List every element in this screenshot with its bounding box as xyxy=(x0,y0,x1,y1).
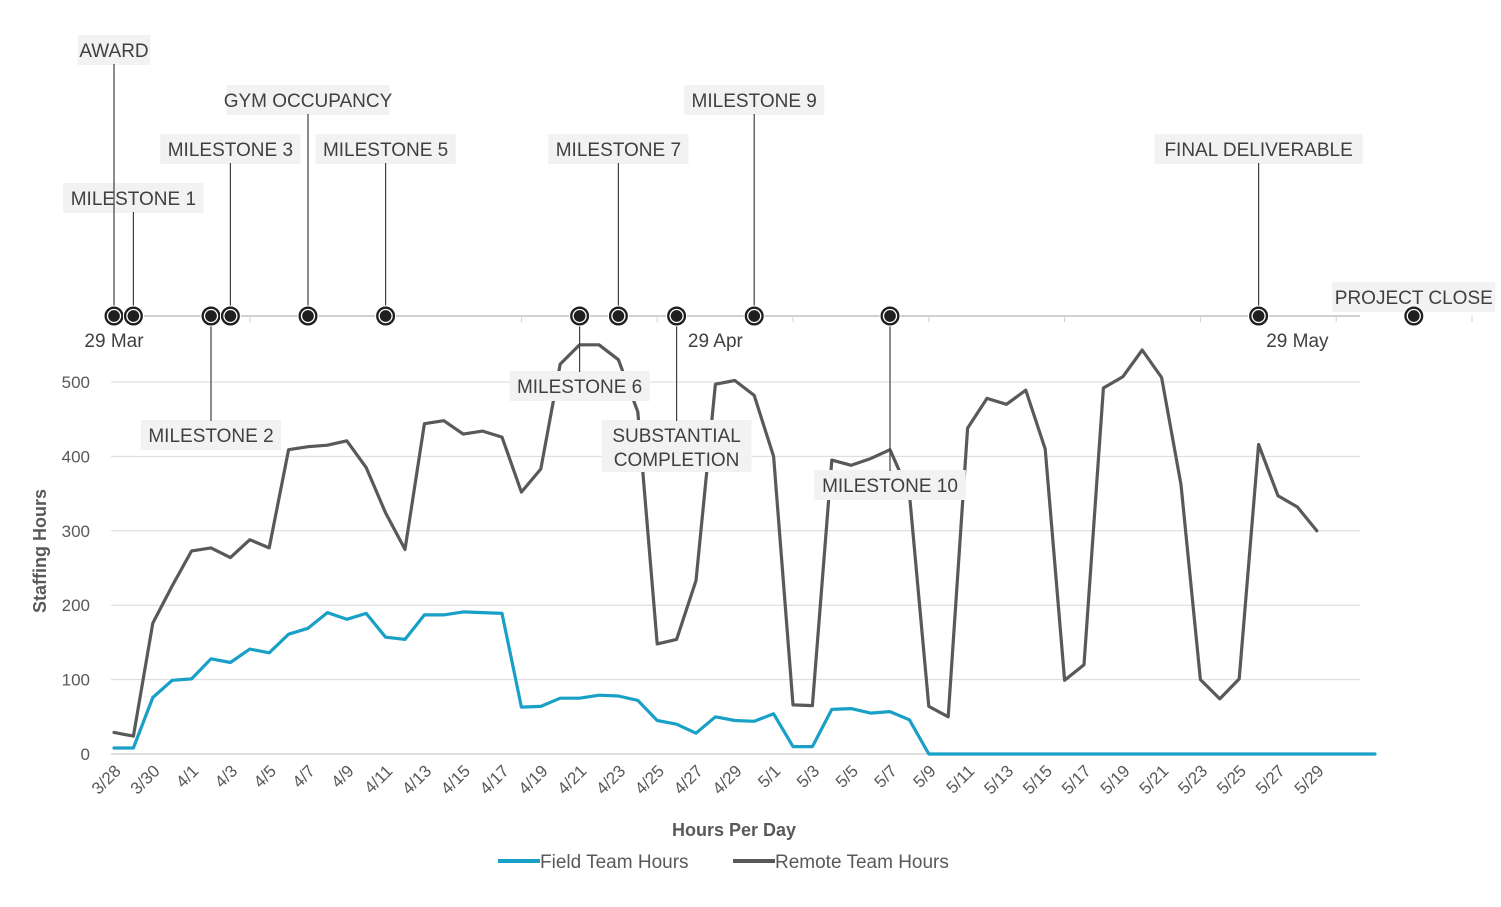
x-tick-label: 4/17 xyxy=(476,761,513,798)
milestone-label: MILESTONE 9 xyxy=(692,91,817,112)
x-tick-label: 4/3 xyxy=(211,761,241,791)
x-tick-label: 4/11 xyxy=(360,761,396,797)
milestone-label-bg xyxy=(509,371,650,401)
x-tick-label: 5/27 xyxy=(1252,761,1289,798)
x-tick-label: 5/5 xyxy=(832,761,862,791)
timeline-date-label: 29 Apr xyxy=(688,331,744,352)
milestone-label-bg xyxy=(684,85,825,115)
milestone-timeline: 29 Mar 29 Apr 29 May AWARD MILESTONE 1 MILEST… xyxy=(63,35,1496,500)
milestone-marker-ring xyxy=(747,308,762,324)
y-axis: 0 100 200 300 400 500 xyxy=(62,373,90,764)
x-axis: 3/28 3/30 4/1 4/3 4/5 4/7 4/9 4/11 4/13 4/15 4/17 4… xyxy=(88,761,1328,798)
milestone-label-bg xyxy=(226,85,390,115)
legend-label-remote: Remote Team Hours xyxy=(775,852,949,873)
x-tick-label: 5/15 xyxy=(1019,761,1056,798)
milestone-label: SUBSTANTIAL xyxy=(612,426,740,447)
milestone-label-bg xyxy=(601,420,752,472)
milestone-label: MILESTONE 5 xyxy=(323,140,448,161)
milestone-label: MILESTONE 3 xyxy=(168,140,293,161)
x-tick-label: 4/1 xyxy=(172,761,202,791)
x-tick-label: 5/19 xyxy=(1097,761,1134,798)
milestone-label-bg xyxy=(1154,134,1363,164)
legend-label-field: Field Team Hours xyxy=(540,852,689,873)
y-tick-label: 100 xyxy=(62,671,90,690)
milestone-labels: AWARD MILESTONE 1 MILESTONE 2 MILESTONE 3 GY… xyxy=(63,35,1496,500)
x-tick-label: 4/7 xyxy=(289,761,319,791)
x-tick-label: 3/28 xyxy=(88,761,125,798)
x-tick-label: 5/3 xyxy=(793,761,823,791)
milestone-label-bg xyxy=(548,134,689,164)
milestone-label: MILESTONE 7 xyxy=(556,140,681,161)
milestone-label-bg xyxy=(315,134,456,164)
x-tick-label: 5/21 xyxy=(1136,761,1173,798)
x-tick-label: 4/23 xyxy=(592,761,629,798)
y-tick-label: 500 xyxy=(62,373,90,392)
y-tick-label: 200 xyxy=(62,596,90,615)
date-label-bg xyxy=(76,327,152,353)
x-tick-label: 4/9 xyxy=(327,761,357,791)
milestone-label: MILESTONE 10 xyxy=(822,476,958,497)
x-tick-label: 4/19 xyxy=(515,761,552,798)
milestone-label-bg xyxy=(77,35,151,65)
x-tick-label: 5/17 xyxy=(1058,761,1095,798)
x-tick-label: 3/30 xyxy=(127,761,164,798)
field-team-line xyxy=(112,610,1377,756)
date-label-bg xyxy=(677,327,754,353)
milestone-marker-ring xyxy=(1251,308,1266,324)
remote-team-line xyxy=(112,343,1319,738)
x-tick-label: 4/27 xyxy=(670,761,707,798)
milestone-marker-ring xyxy=(378,308,393,324)
x-axis-title: Hours Per Day xyxy=(672,820,796,840)
milestone-marker-ring xyxy=(126,308,141,324)
x-tick-label: 5/29 xyxy=(1291,761,1328,798)
x-tick-label: 4/25 xyxy=(631,761,668,798)
milestone-marker-ring xyxy=(572,308,587,324)
x-tick-label: 5/7 xyxy=(871,761,901,791)
legend: Field Team Hours Remote Team Hours xyxy=(498,852,949,873)
date-label-bg xyxy=(1259,327,1336,353)
milestone-label-bg xyxy=(814,470,966,500)
milestone-marker-ring xyxy=(203,308,219,324)
milestone-label: GYM OCCUPANCY xyxy=(224,91,393,112)
milestone-label: FINAL DELIVERABLE xyxy=(1164,140,1352,161)
milestone-marker-ring xyxy=(300,308,316,324)
milestone-label-bg xyxy=(140,420,282,450)
x-tick-label: 4/21 xyxy=(554,761,591,798)
milestone-marker-ring xyxy=(882,308,898,324)
timeline-date-label: 29 May xyxy=(1266,331,1329,352)
x-tick-label: 5/1 xyxy=(754,761,784,791)
x-tick-label: 5/11 xyxy=(942,761,978,797)
x-tick-label: 4/5 xyxy=(250,761,280,791)
x-tick-label: 5/9 xyxy=(909,761,939,791)
milestone-label-bg xyxy=(63,183,204,213)
milestone-label: PROJECT CLOSE xyxy=(1335,288,1493,309)
milestone-marker-ring xyxy=(669,308,684,324)
x-tick-label: 5/23 xyxy=(1174,761,1211,798)
timeline-date-label: 29 Mar xyxy=(84,331,144,352)
y-tick-label: 0 xyxy=(81,745,90,764)
milestone-marker-ring xyxy=(223,308,238,324)
milestone-label: COMPLETION xyxy=(614,450,740,471)
x-tick-label: 4/13 xyxy=(398,761,435,798)
series-lines xyxy=(112,343,1377,756)
x-tick-label: 4/15 xyxy=(437,761,474,798)
y-axis-title: Staffing Hours xyxy=(30,489,50,613)
milestone-label: MILESTONE 2 xyxy=(148,426,273,447)
milestone-label-bg xyxy=(160,134,301,164)
x-tick-label: 5/13 xyxy=(980,761,1017,798)
milestone-marker-ring xyxy=(106,308,122,324)
y-tick-label: 400 xyxy=(62,447,90,466)
milestone-label: MILESTONE 6 xyxy=(517,377,642,398)
milestone-label: MILESTONE 1 xyxy=(71,189,196,210)
milestone-label: AWARD xyxy=(79,41,148,62)
milestone-marker-ring xyxy=(611,308,626,324)
y-tick-label: 300 xyxy=(62,522,90,541)
milestone-marker-ring xyxy=(1406,308,1421,324)
x-tick-label: 4/29 xyxy=(709,761,746,798)
x-tick-label: 5/25 xyxy=(1213,761,1250,798)
